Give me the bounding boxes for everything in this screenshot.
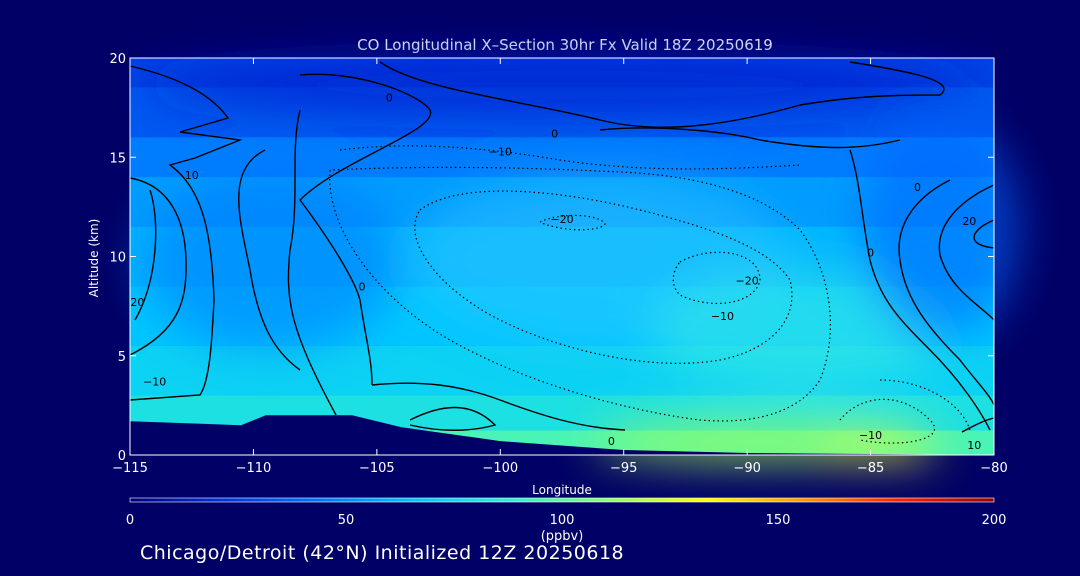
colorbar-tick-label: 150: [766, 513, 791, 528]
colorbar-tick-label: 50: [338, 513, 355, 528]
contour-label: −10: [711, 310, 734, 323]
contour-solid-east-1: [849, 149, 991, 431]
contour-solid-west-2: [129, 177, 187, 356]
plot-area: 0 0 −10 10 −20 20 0 −20 −10 −10 0 0 0 20 −10 10: [129, 55, 1020, 460]
contour-solid-midwest-2: [287, 109, 337, 416]
contour-solid-west-1: [129, 65, 243, 401]
contour-solid-zero-upper: [599, 127, 901, 149]
co-field-blobs: [140, 55, 1020, 460]
contour-dotted-neg10-upper: [339, 145, 801, 170]
y-axis: 0 5 10 15 20: [109, 52, 994, 464]
contour-label: 20: [962, 215, 976, 228]
contour-solid-low-zero: [371, 382, 626, 431]
contour-solid-east-3: [938, 184, 995, 321]
field-blob-surface-plume: [820, 438, 940, 458]
field-blob-mid-west: [140, 170, 400, 350]
contour-label: 0: [867, 247, 874, 260]
colorbar-scale: [129, 497, 995, 503]
y-tick-label: 5: [118, 350, 126, 365]
terrain-mask: [130, 415, 994, 455]
contour-label: 0: [608, 435, 615, 448]
x-tick-label: −95: [610, 461, 637, 476]
y-axis-label: Altitude (km): [87, 219, 101, 298]
contour-label: −10: [859, 429, 882, 442]
contour-label: −20: [550, 213, 573, 226]
x-axis: −115 −110 −105 −100 −95 −90 −85 −80: [112, 58, 1008, 476]
contour-label: 20: [130, 296, 144, 309]
x-axis-label: Longitude: [532, 483, 592, 497]
contour-label: 0: [551, 127, 558, 140]
colorbar-tick-label: 100: [550, 513, 575, 528]
colorbar: 0 50 100 150 200 (ppbv): [126, 497, 1007, 544]
colorbar-units: (ppbv): [541, 529, 584, 544]
contour-label: 0: [914, 181, 921, 194]
colorbar-ticks: 0 50 100 150 200: [126, 513, 1007, 528]
contour-lines-negative: [329, 145, 971, 444]
x-tick-label: −80: [980, 461, 1007, 476]
x-tick-label: −105: [359, 461, 395, 476]
contour-label: −10: [143, 376, 166, 389]
contour-labels: 0 0 −10 10 −20 20 0 −20 −10 −10 0 0 0 20 −10 10: [130, 92, 981, 452]
field-blob-top: [140, 55, 980, 115]
contour-solid-low-plume: [409, 406, 497, 431]
contour-label: 0: [386, 92, 393, 105]
contour-solid-east-4: [973, 219, 995, 249]
chart-title: CO Longitudinal X–Section 30hr Fx Valid …: [357, 36, 773, 54]
colorbar-tick-label: 200: [982, 513, 1007, 528]
contour-solid-top: [379, 61, 945, 128]
contour-label: 10: [967, 439, 981, 452]
y-tick-label: 20: [109, 52, 126, 67]
contour-solid-west-3: [134, 189, 157, 321]
contour-lines: [129, 61, 995, 433]
contour-label: 0: [359, 280, 366, 293]
contour-solid-zero-mid: [299, 73, 432, 386]
contour-solid-east-5: [961, 417, 995, 433]
y-tick-label: 15: [109, 151, 126, 166]
contour-dotted-neg10-loop: [329, 166, 831, 422]
x-tick-label: −90: [733, 461, 760, 476]
y-tick-label: 10: [109, 251, 126, 266]
x-tick-label: −85: [857, 461, 884, 476]
x-tick-label: −100: [482, 461, 518, 476]
x-tick-label: −115: [112, 461, 148, 476]
field-blob-upper-east: [860, 120, 1020, 340]
y-tick-label: 0: [118, 449, 126, 464]
contour-solid-east-2: [898, 179, 995, 406]
contour-label: 10: [185, 169, 199, 182]
contour-label: −10: [489, 145, 512, 158]
contour-dotted-neg20-loop: [414, 190, 793, 364]
footer-initialized-text: Chicago/Detroit (42°N) Initialized 12Z 2…: [140, 542, 625, 564]
x-tick-label: −110: [236, 461, 272, 476]
contour-dotted-neg20-inner: [539, 214, 606, 231]
contour-label: −20: [736, 274, 759, 287]
contour-solid-midwest-1: [238, 149, 301, 371]
field-blob-mid-east: [650, 270, 950, 390]
colorbar-tick-label: 0: [126, 513, 134, 528]
